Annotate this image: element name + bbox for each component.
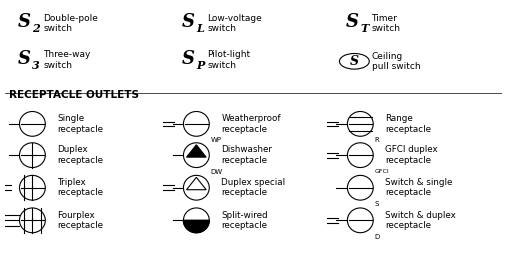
Text: R: R: [374, 137, 379, 143]
Text: Switch & single
receptacle: Switch & single receptacle: [385, 178, 453, 197]
Text: Fourplex
receptacle: Fourplex receptacle: [57, 211, 103, 230]
Polygon shape: [187, 145, 206, 157]
Text: S: S: [17, 50, 30, 68]
Text: Three-way
switch: Three-way switch: [43, 50, 91, 70]
Ellipse shape: [19, 111, 45, 136]
Text: L: L: [196, 23, 204, 34]
Text: Duplex
receptacle: Duplex receptacle: [57, 146, 103, 165]
Ellipse shape: [19, 208, 45, 233]
Polygon shape: [184, 220, 209, 233]
Text: WP: WP: [210, 137, 221, 143]
Text: S: S: [345, 13, 358, 31]
Text: S: S: [350, 55, 359, 68]
Ellipse shape: [347, 208, 373, 233]
Text: Switch & duplex
receptacle: Switch & duplex receptacle: [385, 211, 456, 230]
Text: Triplex
receptacle: Triplex receptacle: [57, 178, 103, 197]
Ellipse shape: [184, 143, 209, 168]
Ellipse shape: [19, 143, 45, 168]
Text: S: S: [182, 50, 195, 68]
Text: Dishwasher
receptacle: Dishwasher receptacle: [221, 146, 272, 165]
Text: Split-wired
receptacle: Split-wired receptacle: [221, 211, 268, 230]
Ellipse shape: [184, 175, 209, 200]
Text: 3: 3: [32, 60, 40, 71]
Text: GFCI duplex
receptacle: GFCI duplex receptacle: [385, 146, 438, 165]
Text: RECEPTACLE OUTLETS: RECEPTACLE OUTLETS: [9, 90, 139, 100]
Text: Single
receptacle: Single receptacle: [57, 114, 103, 134]
Text: 2: 2: [32, 23, 40, 34]
Text: Ceiling
pull switch: Ceiling pull switch: [372, 52, 420, 71]
Text: Duplex special
receptacle: Duplex special receptacle: [221, 178, 285, 197]
Text: Pilot-light
switch: Pilot-light switch: [207, 50, 250, 70]
Text: Low-voltage
switch: Low-voltage switch: [207, 14, 262, 33]
Text: DW: DW: [210, 169, 223, 174]
Ellipse shape: [347, 143, 373, 168]
Text: D: D: [374, 234, 379, 240]
Text: S: S: [17, 13, 30, 31]
Text: Timer
switch: Timer switch: [371, 14, 400, 33]
Ellipse shape: [184, 208, 209, 233]
Ellipse shape: [184, 111, 209, 136]
Ellipse shape: [347, 111, 373, 136]
Text: T: T: [360, 23, 369, 34]
Text: S: S: [374, 201, 379, 207]
Text: GFCI: GFCI: [374, 169, 389, 174]
Text: S: S: [182, 13, 195, 31]
Ellipse shape: [19, 175, 45, 200]
Text: Weatherproof
receptacle: Weatherproof receptacle: [221, 114, 281, 134]
Text: P: P: [196, 60, 205, 71]
Text: Range
receptacle: Range receptacle: [385, 114, 431, 134]
Ellipse shape: [347, 175, 373, 200]
Text: Double-pole
switch: Double-pole switch: [43, 14, 98, 33]
